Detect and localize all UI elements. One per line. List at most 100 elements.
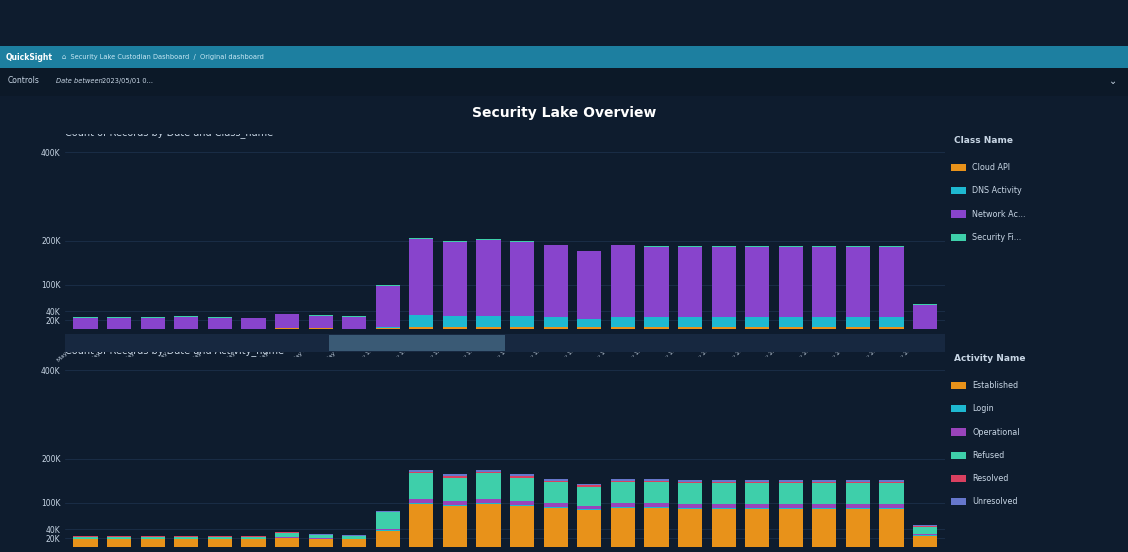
- Bar: [880, 483, 904, 504]
- Text: Established: Established: [972, 381, 1019, 390]
- Text: Date between: Date between: [56, 78, 104, 83]
- Bar: [443, 242, 467, 316]
- Bar: [309, 535, 333, 538]
- Bar: [846, 504, 870, 508]
- Bar: [510, 476, 535, 477]
- Bar: [610, 479, 635, 481]
- Bar: [510, 506, 535, 547]
- Bar: [208, 539, 232, 547]
- Bar: [644, 479, 669, 481]
- Bar: [812, 247, 837, 317]
- Bar: [73, 318, 98, 328]
- Bar: [174, 539, 199, 547]
- Text: Class Name: Class Name: [954, 136, 1013, 145]
- Bar: [510, 475, 535, 476]
- Bar: [610, 245, 635, 246]
- Text: Cloud API: Cloud API: [972, 163, 1011, 172]
- Bar: [812, 246, 837, 247]
- Bar: [846, 247, 870, 317]
- Bar: [678, 317, 702, 327]
- Text: Unresolved: Unresolved: [972, 497, 1017, 506]
- Bar: [913, 537, 937, 547]
- Bar: [578, 252, 601, 319]
- Bar: [578, 485, 601, 487]
- Bar: [644, 507, 669, 508]
- Bar: [476, 240, 501, 316]
- Bar: [712, 247, 735, 317]
- Bar: [644, 503, 669, 507]
- Bar: [342, 317, 367, 328]
- Bar: [476, 316, 501, 327]
- Bar: [241, 539, 265, 547]
- Bar: [778, 480, 803, 481]
- Bar: [409, 239, 433, 315]
- Bar: [174, 317, 199, 328]
- Text: DNS Activity: DNS Activity: [972, 187, 1022, 195]
- Bar: [610, 481, 635, 482]
- Bar: [712, 481, 735, 483]
- Bar: [913, 527, 937, 534]
- Bar: [778, 317, 803, 327]
- Bar: [544, 503, 567, 507]
- Bar: [913, 534, 937, 535]
- Text: Security Lake Overview: Security Lake Overview: [472, 106, 656, 120]
- Bar: [778, 246, 803, 247]
- Bar: [778, 508, 803, 509]
- Bar: [510, 241, 535, 242]
- Bar: [443, 477, 467, 501]
- Bar: [476, 327, 501, 329]
- Bar: [409, 499, 433, 503]
- Bar: [610, 317, 635, 327]
- Bar: [241, 318, 265, 319]
- Bar: [610, 508, 635, 547]
- Bar: [107, 539, 131, 547]
- Bar: [812, 504, 837, 508]
- Bar: [678, 504, 702, 508]
- Bar: [376, 327, 400, 328]
- Bar: [644, 482, 669, 503]
- Bar: [376, 328, 400, 329]
- Text: Activity Name: Activity Name: [954, 353, 1025, 363]
- Bar: [913, 304, 937, 305]
- Bar: [309, 539, 333, 547]
- Text: 2023/05/01 0...: 2023/05/01 0...: [102, 78, 152, 83]
- Bar: [443, 506, 467, 547]
- Bar: [712, 480, 735, 481]
- Bar: [678, 480, 702, 481]
- Bar: [678, 327, 702, 329]
- Bar: [544, 317, 567, 327]
- Bar: [73, 537, 98, 539]
- Text: Controls: Controls: [8, 76, 39, 85]
- Bar: [913, 535, 937, 537]
- Bar: [443, 316, 467, 327]
- Text: ⌄: ⌄: [1109, 76, 1117, 86]
- Bar: [409, 473, 433, 499]
- Bar: [510, 505, 535, 506]
- Bar: [443, 475, 467, 476]
- Bar: [846, 480, 870, 481]
- Bar: [73, 539, 98, 547]
- Bar: [846, 509, 870, 547]
- Bar: [778, 247, 803, 317]
- Bar: [880, 481, 904, 483]
- Bar: [409, 472, 433, 473]
- Text: ⌂  Security Lake Custodian Dashboard  /  Original dashboard: ⌂ Security Lake Custodian Dashboard / Or…: [62, 54, 264, 60]
- Bar: [510, 477, 535, 501]
- Bar: [443, 327, 467, 329]
- Bar: [644, 481, 669, 482]
- Bar: [275, 328, 299, 329]
- Bar: [174, 537, 199, 539]
- Bar: [443, 501, 467, 505]
- Bar: [476, 499, 501, 503]
- Bar: [846, 481, 870, 483]
- Text: Refused: Refused: [972, 451, 1005, 460]
- Bar: [880, 508, 904, 509]
- Bar: [510, 316, 535, 327]
- Bar: [275, 533, 299, 537]
- Bar: [812, 483, 837, 504]
- Bar: [578, 509, 601, 511]
- Bar: [746, 504, 769, 508]
- Bar: [376, 531, 400, 547]
- Bar: [544, 481, 567, 482]
- Bar: [678, 246, 702, 247]
